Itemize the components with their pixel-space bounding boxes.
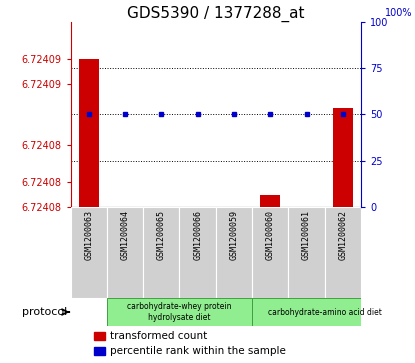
Bar [79, 59, 99, 207]
Text: GSM1200064: GSM1200064 [120, 210, 129, 260]
Text: protocol: protocol [22, 307, 67, 317]
Bar [151, 207, 171, 269]
Bar [288, 207, 325, 298]
Bar [260, 195, 280, 207]
Bar [179, 207, 216, 298]
Bar [325, 207, 361, 298]
Bar [216, 207, 252, 298]
Text: transformed count: transformed count [110, 331, 207, 341]
Text: GSM1200061: GSM1200061 [302, 210, 311, 260]
Bar [297, 207, 317, 363]
Bar [71, 207, 107, 298]
Bar [252, 207, 288, 298]
Bar [188, 207, 208, 363]
Bar [333, 108, 353, 207]
Text: GSM1200060: GSM1200060 [266, 210, 275, 260]
Bar [115, 207, 135, 232]
Text: GSM1200063: GSM1200063 [84, 210, 93, 260]
Bar [94, 347, 105, 355]
Bar [107, 298, 252, 326]
Text: carbohydrate-whey protein
hydrolysate diet: carbohydrate-whey protein hydrolysate di… [127, 302, 232, 322]
Text: GSM1200066: GSM1200066 [193, 210, 202, 260]
Bar [94, 332, 105, 340]
Bar [252, 298, 398, 326]
Bar [143, 207, 179, 298]
Text: GSM1200059: GSM1200059 [229, 210, 239, 260]
Text: percentile rank within the sample: percentile rank within the sample [110, 346, 286, 356]
Y-axis label: 100%: 100% [385, 8, 413, 18]
Text: GSM1200062: GSM1200062 [338, 210, 347, 260]
Text: carbohydrate-amino acid diet: carbohydrate-amino acid diet [268, 307, 382, 317]
Bar [107, 207, 143, 298]
Title: GDS5390 / 1377288_at: GDS5390 / 1377288_at [127, 5, 305, 22]
Text: GSM1200065: GSM1200065 [157, 210, 166, 260]
